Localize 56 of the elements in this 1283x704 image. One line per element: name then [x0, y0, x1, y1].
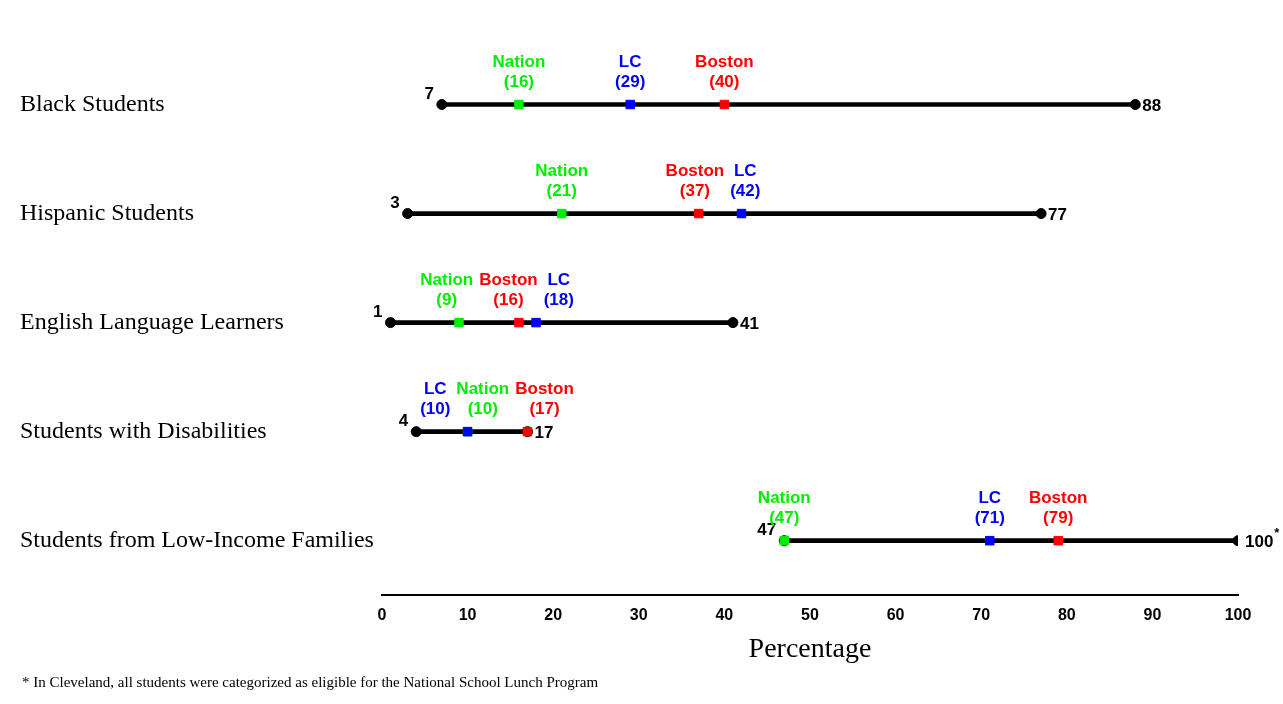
data-label: 7 [424, 83, 434, 103]
x-tick-label: 90 [1143, 606, 1162, 624]
x-axis-title: Percentage [748, 631, 872, 663]
y-tick-label: Students with Disabilities [20, 416, 267, 443]
series-label: Nation [456, 378, 510, 398]
text: Boston [695, 51, 754, 71]
x-tick-label: 10 [458, 606, 477, 624]
text: LC [547, 269, 571, 289]
data-label: 88 [1142, 95, 1162, 115]
data-label: (16) [503, 71, 535, 91]
data-label: 1 [373, 301, 383, 321]
data-label: 77 [1048, 204, 1068, 224]
text: LC [978, 487, 1002, 507]
data-label: (17) [529, 398, 560, 418]
x-tick-label: 60 [886, 606, 905, 624]
data-label: (40) [709, 71, 740, 91]
x-tick-label: 80 [1057, 606, 1076, 624]
data-label: (29) [615, 71, 646, 91]
data-label: 41 [739, 313, 759, 333]
data-label: (9) [436, 289, 458, 309]
text: LC [423, 378, 447, 398]
x-tick-label: 70 [972, 606, 991, 624]
x-tick-label: 50 [801, 606, 819, 624]
text: Nation [492, 51, 546, 71]
text: Boston [1028, 487, 1088, 507]
text: Nation [420, 269, 474, 289]
data-label: 3 [390, 192, 400, 212]
data-label: (21) [546, 180, 577, 200]
text: Nation [535, 160, 589, 180]
y-tick-label: Black Students [20, 89, 165, 116]
y-tick-label: Students from Low-Income Families [20, 525, 374, 552]
y-tick-label: English Language Learners [20, 307, 284, 334]
x-tick-label: 30 [629, 606, 648, 624]
data-label: (16) [493, 289, 524, 309]
data-label: (37) [679, 180, 711, 200]
text: * In Cleveland, all students were categorized as eligible for the National School Lunch Program [22, 674, 600, 691]
data-label: 4 [398, 410, 409, 430]
data-label: 17 [534, 422, 554, 442]
y-tick-label: Hispanic Students [20, 198, 194, 225]
data-label: (10) [467, 398, 498, 418]
data-label: (42) [730, 180, 761, 200]
x-tick-label: 40 [715, 606, 734, 624]
text: Boston [665, 160, 725, 180]
text: Nation [757, 487, 811, 507]
data-label: (79) [1043, 507, 1074, 527]
data-label: (18) [543, 289, 574, 309]
series-label: Boston [515, 378, 574, 398]
text: Boston [479, 269, 538, 289]
x-tick-label: 100 [1224, 606, 1252, 624]
data-label: (10) [420, 398, 451, 418]
data-label: 100* [1245, 524, 1281, 551]
x-tick-label: 0 [377, 606, 387, 624]
series-label: LC [733, 160, 757, 180]
data-label: (71) [974, 507, 1005, 527]
text: LC [618, 51, 642, 71]
x-tick-label: 20 [544, 606, 563, 624]
